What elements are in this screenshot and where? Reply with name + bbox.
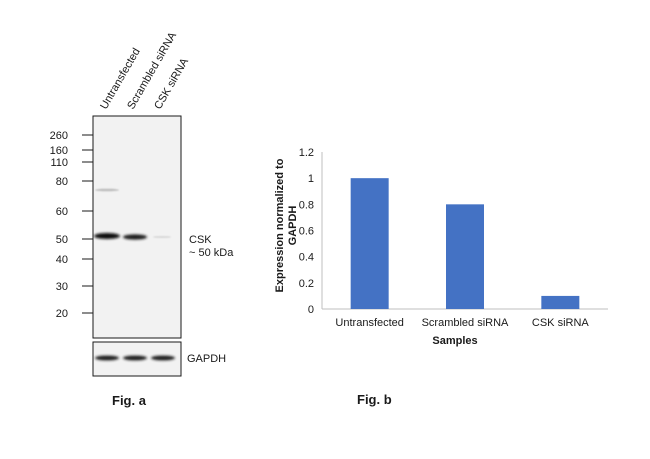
band-size-label: ~ 50 kDa [189,247,234,259]
bar-csk-sirna [541,295,580,309]
mw-label-260: 260 [50,130,68,142]
y-axis-label-line2: GAPDH [287,206,299,246]
band-label-csk: CSK [189,234,212,246]
bar-untransfected [350,178,389,309]
figure-b-caption: Fig. b [357,392,392,407]
y-tick-labels: 0 0.2 0.4 0.6 0.8 1 1.2 [299,147,314,316]
nonspecific-band [95,188,119,192]
csk-band-untransfected [94,233,120,239]
x-tick-label: CSK siRNA [532,317,590,329]
y-axis-label-line1: Expression normalized to [274,158,286,292]
y-tick-label: 0.6 [299,226,314,238]
gapdh-band-untransfected [95,355,119,361]
gapdh-band-knockdown [151,355,175,361]
gapdh-band-scrambled [123,355,147,361]
y-tick-label: 0.2 [299,278,314,290]
mw-label-50: 50 [56,234,68,246]
y-tick-label: 1 [308,173,314,185]
figure-a-caption: Fig. a [112,393,146,408]
mw-label-40: 40 [56,254,68,266]
mw-label-60: 60 [56,206,68,218]
mw-label-160: 160 [50,145,68,157]
x-axis-label: Samples [432,335,477,347]
y-tick-label: 0 [308,304,314,316]
y-axis-label: Expression normalized toGAPDH [274,158,299,292]
mw-label-80: 80 [56,176,68,188]
mw-label-30: 30 [56,281,68,293]
mw-ladder: 260 160 110 80 60 50 40 30 20 [50,130,93,320]
y-tick-label: 1.2 [299,147,314,159]
y-tick-label: 0.4 [299,252,314,264]
csk-band-knockdown [153,236,171,238]
csk-band-scrambled [123,234,147,240]
x-tick-labels: Untransfected Scrambled siRNA CSK siRNA [335,317,589,329]
chart-bars [350,178,580,309]
mw-label-20: 20 [56,308,68,320]
gapdh-label: GAPDH [187,353,226,365]
x-tick-label: Untransfected [335,317,403,329]
y-tick-label: 0.8 [299,199,314,211]
bar-scrambled-sirna [446,204,484,309]
blot-membrane [92,115,182,339]
x-tick-label: Scrambled siRNA [422,317,509,329]
mw-label-110: 110 [50,157,68,169]
